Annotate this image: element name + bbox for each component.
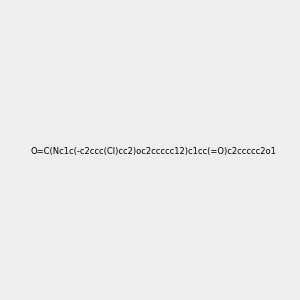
- Text: O=C(Nc1c(-c2ccc(Cl)cc2)oc2ccccc12)c1cc(=O)c2ccccc2o1: O=C(Nc1c(-c2ccc(Cl)cc2)oc2ccccc12)c1cc(=…: [31, 147, 277, 156]
